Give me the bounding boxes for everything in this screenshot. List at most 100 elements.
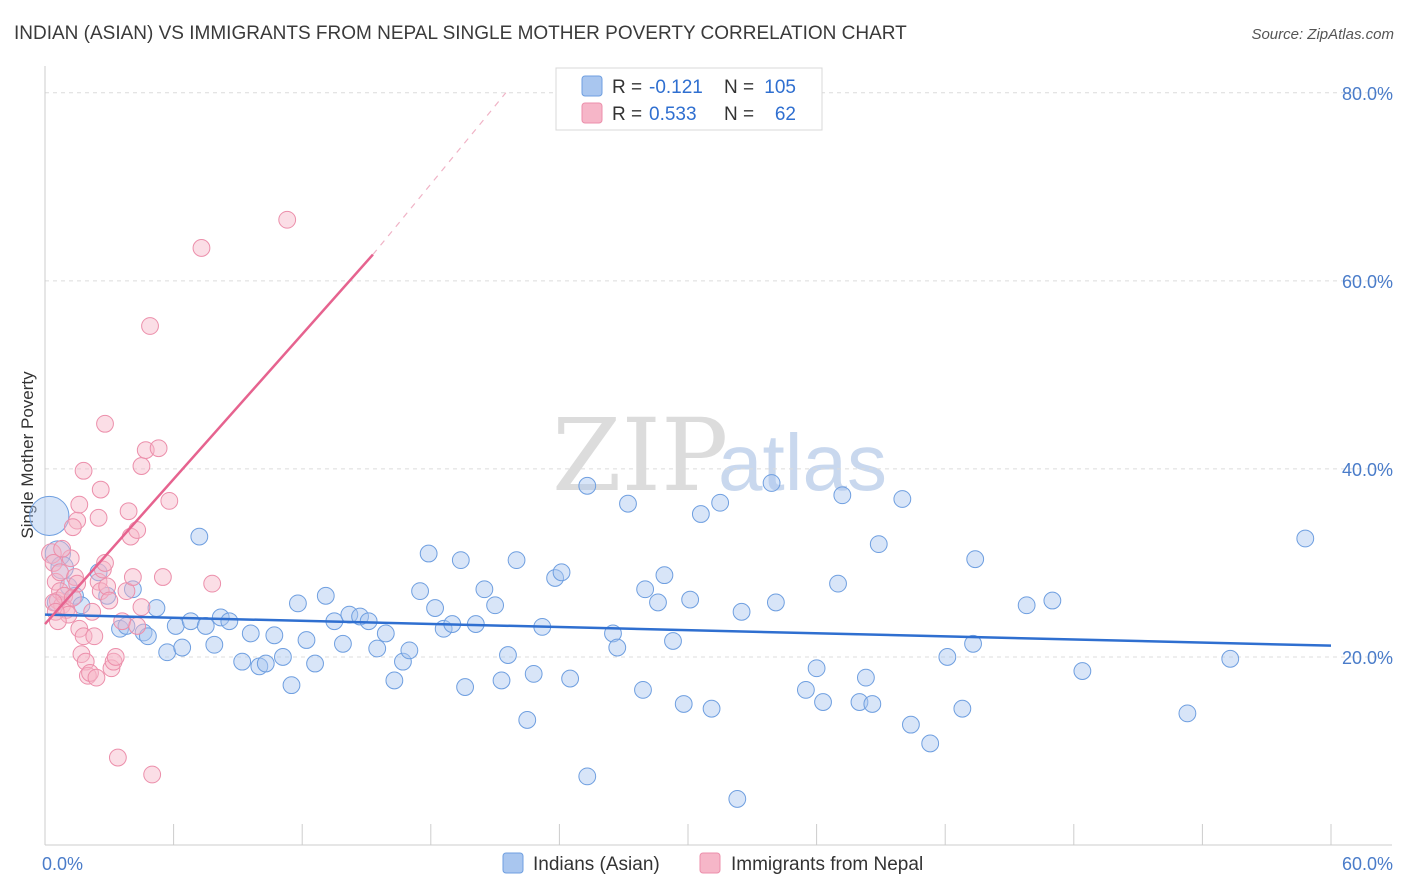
y-axis-label: Single Mother Poverty [18,371,37,539]
y-tick-label-2: 60.0% [1342,272,1393,292]
point-s0-40 [368,639,387,658]
point-s0-20 [196,617,215,635]
point-s0-15 [158,643,177,662]
point-s0-21 [205,635,224,654]
trend-lines [44,92,1332,647]
point-s0-83 [796,680,815,699]
point-s0-14 [147,599,166,617]
point-s0-91 [869,535,888,554]
y-tick-label-1: 40.0% [1342,460,1393,480]
legend-swatch-nepal [581,102,603,124]
legend-r-label-0: R = [612,77,642,98]
point-s0-56 [499,646,517,664]
watermark: ZIP atlas [552,397,887,514]
point-s0-43 [394,652,412,671]
point-s1-25 [85,627,104,646]
point-s1-53 [143,765,162,784]
point-s0-51 [456,678,474,696]
point-s0-94 [921,734,940,753]
x-tick-label-1: 60.0% [1342,854,1393,874]
point-s1-43 [132,598,151,617]
point-s0-32 [297,631,316,649]
point-s0-63 [561,669,580,688]
point-s0-33 [306,654,324,673]
point-s0-73 [664,632,682,650]
gridlines [45,92,1392,658]
point-s0-13 [138,627,157,646]
legend-r-value-1: 0.533 [649,104,697,125]
point-s0-82 [766,593,785,612]
point-s0-45 [411,582,429,601]
bottom-legend-swatch-indians [502,852,524,874]
watermark-atlas: atlas [718,418,887,507]
trend-line-1 [44,253,374,625]
point-s1-55 [149,439,168,458]
point-s0-54 [486,596,505,615]
point-s0-25 [241,624,260,643]
point-s1-26 [87,668,106,687]
point-s0-53 [475,580,494,599]
point-s0-67 [608,638,627,657]
point-s0-16 [166,617,185,635]
point-s0-57 [507,551,526,570]
point-s0-80 [732,602,751,621]
point-s0-75 [681,590,700,609]
point-s1-49 [96,414,114,433]
point-s1-12 [48,612,67,631]
point-s0-62 [552,563,571,582]
point-s0-50 [451,551,470,570]
point-s0-78 [711,493,730,512]
point-s0-17 [173,638,192,657]
point-s1-47 [89,508,108,527]
point-s0-77 [702,699,721,718]
point-s0-19 [190,527,209,546]
point-s1-59 [203,574,222,593]
point-s0-38 [351,607,369,626]
point-s0-102 [1178,704,1197,723]
point-s0-31 [289,594,307,613]
point-s1-54 [141,317,159,335]
point-s1-48 [91,480,110,499]
y-tick-label-0: 20.0% [1342,648,1393,668]
point-s0-74 [674,695,693,713]
point-s0-46 [419,544,438,563]
point-s0-85 [814,693,832,711]
point-s0-29 [274,648,292,666]
point-s0-11 [123,580,142,599]
point-s0-89 [856,668,875,687]
point-s0-65 [578,767,597,786]
point-s1-1 [44,554,63,572]
point-s1-15 [63,588,82,607]
point-s1-20 [74,627,93,646]
point-s0-42 [385,671,404,690]
legend-n-value-0: 105 [764,77,796,98]
point-s1-33 [102,659,121,678]
point-s0-64 [578,476,597,495]
point-s0-30 [282,676,301,695]
point-s1-16 [66,568,84,586]
point-s1-39 [119,502,138,521]
point-s1-17 [68,574,87,593]
legend-n-label-1: N = [724,104,754,125]
point-s0-41 [376,624,395,643]
point-s1-46 [74,461,93,480]
point-s0-24 [233,652,252,671]
point-s0-71 [649,593,667,612]
point-s0-18 [181,612,200,631]
axes [44,66,1392,846]
point-s1-24 [83,602,102,621]
legend-r-value-0: -0.121 [649,77,703,98]
point-s0-95 [938,648,957,666]
point-s1-14 [53,539,72,558]
bottom-legend-label-nepal: Immigrants from Nepal [731,854,923,875]
point-s0-79 [728,790,747,808]
legend-n-value-1: 62 [775,104,796,125]
point-s0-72 [655,566,674,585]
point-s0-59 [524,664,543,683]
point-s0-104 [1296,529,1315,548]
point-s1-35 [106,648,125,666]
point-s1-36 [108,748,127,767]
point-s0-90 [863,695,882,713]
point-s1-31 [98,577,117,596]
point-s0-93 [902,715,920,734]
